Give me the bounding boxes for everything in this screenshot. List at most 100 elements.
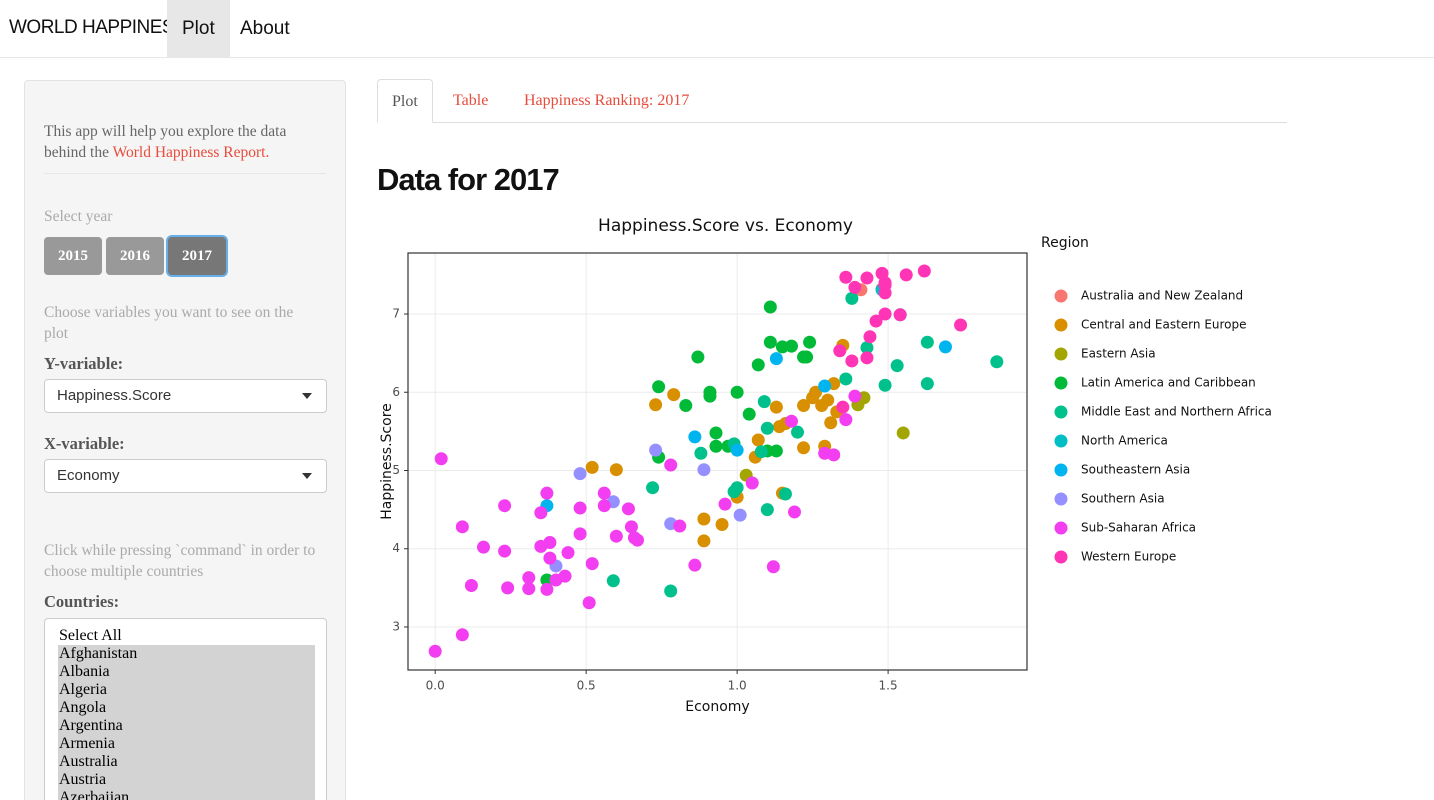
legend-label: Central and Eastern Europe — [1081, 318, 1247, 332]
year-button[interactable]: 2015 — [44, 237, 102, 275]
legend-title: Region — [1041, 235, 1089, 251]
point — [455, 520, 469, 534]
point — [878, 286, 892, 300]
point — [818, 379, 832, 393]
point — [543, 551, 557, 565]
point — [791, 425, 805, 439]
point — [688, 558, 702, 572]
x-select[interactable]: Economy — [44, 459, 327, 493]
point — [667, 388, 681, 402]
navbar: WORLD HAPPINESS Plot About — [0, 0, 1434, 58]
point — [890, 359, 904, 373]
country-option[interactable]: Azerbaijan — [58, 789, 315, 800]
year-button[interactable]: 2016 — [106, 237, 164, 275]
point — [896, 426, 910, 440]
point — [917, 264, 931, 278]
sidebar: This app will help you explore the data … — [24, 80, 346, 800]
intro-link[interactable]: World Happiness Report. — [112, 144, 270, 161]
x-tick-label: 0.5 — [577, 679, 596, 693]
legend-swatch — [1054, 347, 1068, 361]
x-axis-label: Economy — [685, 699, 749, 715]
y-tick-label: 5 — [392, 463, 400, 477]
y-tick-label: 3 — [392, 619, 400, 633]
brand[interactable]: WORLD HAPPINESS — [9, 17, 187, 38]
x-tick-label: 1.5 — [879, 679, 898, 693]
point — [543, 535, 557, 549]
point — [606, 574, 620, 588]
point — [784, 414, 798, 428]
tab[interactable]: Table — [453, 92, 489, 109]
point — [646, 481, 660, 495]
point — [664, 458, 678, 472]
point — [839, 413, 853, 427]
point — [691, 350, 705, 364]
point — [824, 416, 838, 430]
point — [757, 395, 771, 409]
y-axis-label: Happiness.Score — [379, 403, 395, 520]
countries-label: Countries: — [44, 592, 120, 611]
point — [769, 400, 783, 414]
countries-list[interactable]: Select All Afghanistan Albania Algeria A… — [44, 618, 327, 800]
countries-help: Click while pressing `command` in order … — [44, 542, 316, 580]
heading: Data for 2017 — [377, 162, 560, 197]
country-option[interactable]: Algeria — [58, 681, 315, 699]
point — [715, 517, 729, 531]
y-label: Y-variable: — [44, 354, 124, 373]
point — [709, 426, 723, 440]
intro: This app will help you explore the data … — [44, 121, 319, 163]
point — [621, 502, 635, 516]
country-option[interactable]: Afghanistan — [58, 645, 315, 663]
legend-swatch — [1054, 376, 1068, 390]
x-label: X-variable: — [44, 434, 125, 453]
country-option[interactable]: Angola — [58, 699, 315, 717]
legend-label: Sub-Saharan Africa — [1081, 521, 1196, 535]
point — [697, 512, 711, 526]
point — [688, 430, 702, 444]
y-tick-label: 7 — [392, 307, 400, 321]
point — [848, 389, 862, 403]
legend-swatch — [1054, 405, 1068, 419]
point — [860, 351, 874, 365]
legend-label: Southeastern Asia — [1081, 463, 1190, 477]
country-option[interactable]: Australia — [58, 753, 315, 771]
point — [697, 463, 711, 477]
country-option[interactable]: Austria — [58, 771, 315, 789]
point — [893, 308, 907, 322]
separator — [44, 173, 326, 174]
legend-swatch — [1054, 434, 1068, 448]
country-option[interactable]: Select All — [59, 627, 122, 644]
legend-label: Western Europe — [1081, 550, 1176, 564]
y-select[interactable]: Happiness.Score — [44, 379, 327, 413]
legend-swatch — [1054, 463, 1068, 477]
point — [769, 444, 783, 458]
year-button[interactable]: 2017 — [168, 237, 226, 275]
point — [585, 460, 599, 474]
point — [455, 628, 469, 642]
vars-help: Choose variables you want to see on the … — [44, 304, 294, 342]
tab[interactable]: Plot — [377, 79, 433, 123]
point — [522, 571, 536, 585]
legend-label: North America — [1081, 434, 1168, 448]
point — [534, 506, 548, 520]
legend-label: Australia and New Zealand — [1081, 289, 1243, 303]
point — [718, 497, 732, 511]
point — [787, 505, 801, 519]
point — [498, 499, 512, 513]
point — [920, 335, 934, 349]
country-option[interactable]: Argentina — [58, 717, 315, 735]
point — [585, 557, 599, 571]
tab[interactable]: Happiness Ranking: 2017 — [524, 92, 690, 109]
y-tick-label: 6 — [392, 385, 400, 399]
point — [582, 596, 596, 610]
nav-item[interactable]: Plot — [167, 0, 230, 57]
country-option[interactable]: Albania — [58, 663, 315, 681]
point — [652, 380, 666, 394]
country-option[interactable]: Armenia — [58, 735, 315, 753]
chart: 3 4 5 6 7 0.0 0.5 1.0 1.5 Happiness.Score vs. Eco… — [379, 216, 1272, 715]
point — [697, 534, 711, 548]
nav-item[interactable]: About — [240, 18, 290, 39]
point — [845, 354, 859, 368]
point — [597, 486, 611, 500]
point — [763, 300, 777, 314]
intro-text: This app will help you explore the data … — [44, 123, 287, 161]
